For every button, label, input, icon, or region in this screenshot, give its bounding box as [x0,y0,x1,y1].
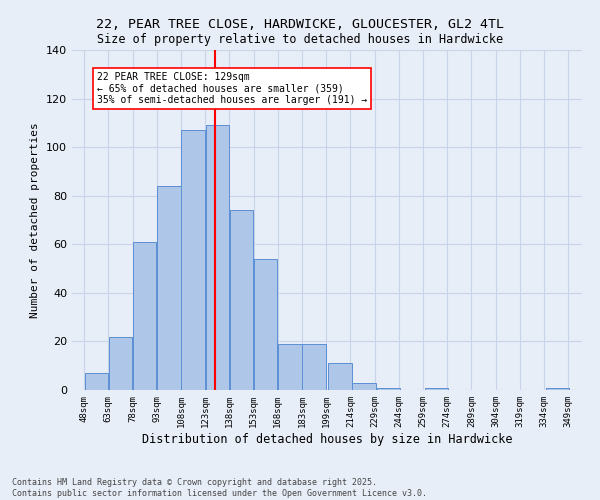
Bar [157,186,181,390]
Bar [425,388,448,390]
Bar [278,344,302,390]
Bar [254,259,277,390]
Bar [206,126,229,390]
Bar [302,344,326,390]
Bar [133,242,157,390]
Y-axis label: Number of detached properties: Number of detached properties [31,122,40,318]
Bar [328,364,352,390]
Bar [109,336,132,390]
Bar [181,130,205,390]
Text: 22, PEAR TREE CLOSE, HARDWICKE, GLOUCESTER, GL2 4TL: 22, PEAR TREE CLOSE, HARDWICKE, GLOUCEST… [96,18,504,30]
Bar [85,373,108,390]
Bar [230,210,253,390]
Text: Contains HM Land Registry data © Crown copyright and database right 2025.
Contai: Contains HM Land Registry data © Crown c… [12,478,427,498]
Text: 22 PEAR TREE CLOSE: 129sqm
← 65% of detached houses are smaller (359)
35% of sem: 22 PEAR TREE CLOSE: 129sqm ← 65% of deta… [97,72,367,105]
Bar [546,388,569,390]
Text: Size of property relative to detached houses in Hardwicke: Size of property relative to detached ho… [97,32,503,46]
X-axis label: Distribution of detached houses by size in Hardwicke: Distribution of detached houses by size … [142,432,512,446]
Bar [352,382,376,390]
Bar [377,388,400,390]
